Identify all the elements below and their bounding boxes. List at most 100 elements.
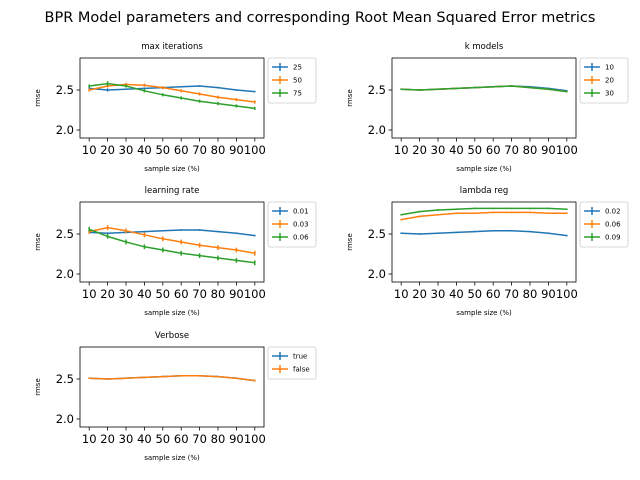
y-axis-label: rmse [346,233,354,251]
legend: 0.01 0.03 0.06 [267,201,317,248]
x-tick-label: 80 [523,287,538,301]
x-tick-label: 80 [211,432,226,446]
x-tick-label: 10 [394,287,409,301]
legend-label: 20 [605,77,614,85]
legend-entry: true [272,352,307,361]
legend-entry: 50 [272,76,302,85]
legend-label: 10 [605,64,614,72]
x-tick-label: 20 [100,432,115,446]
x-tick-label: 20 [100,143,115,157]
series-line [89,226,255,254]
legend: 10 20 30 [579,57,629,104]
x-tick-label: 40 [449,143,464,157]
y-tick-label: 2.0 [56,123,74,137]
plot-frame [79,57,265,139]
x-tick-label: 50 [155,432,170,446]
y-tick-label: 2.0 [56,267,74,281]
x-tick-label: 10 [82,432,97,446]
series-0.06 [400,211,568,221]
x-tick-label: 80 [211,143,226,157]
legend-entry: 0.01 [272,207,309,216]
y-tick-label: 2.5 [56,227,74,241]
legend-label: 0.06 [293,234,309,242]
legend-label: 0.02 [605,208,621,216]
plot-frame [79,201,265,283]
legend-entry: 75 [272,89,302,98]
legend-label: 50 [293,77,302,85]
legend-label: 0.06 [605,221,621,229]
series-line [89,85,255,93]
legend: 25 50 75 [267,57,317,104]
series-line [401,85,567,93]
x-tick-label: 60 [174,287,189,301]
x-tick-label: 10 [82,287,97,301]
x-tick-label: 70 [504,287,519,301]
x-tick-label: 30 [431,143,446,157]
legend-entry: 0.09 [584,233,621,242]
y-tick-label: 2.5 [368,83,386,97]
panel-title: learning rate [145,186,200,196]
x-tick-label: 50 [467,143,482,157]
legend: true false [267,346,317,380]
y-tick-label: 2.0 [368,267,386,281]
x-tick-label: 40 [137,143,152,157]
x-tick-label: 40 [449,287,464,301]
x-tick-label: 20 [100,287,115,301]
x-tick-label: 10 [82,143,97,157]
legend-entry: 0.02 [584,207,621,216]
x-tick-label: 70 [192,432,207,446]
y-axis-label: rmse [34,233,42,251]
x-tick-label: 10 [394,143,409,157]
x-tick-label: 100 [244,143,266,157]
legend-label: 30 [605,90,614,98]
legend-label: 0.01 [293,208,309,216]
subplot-5: Verbose 10 20 30 40 50 60 70 80 90 100 2.0 2.5 sample… [34,331,317,462]
y-tick-label: 2.0 [368,123,386,137]
legend-entry: 0.06 [584,220,621,229]
x-tick-label: 60 [486,143,501,157]
y-tick-label: 2.0 [56,412,74,426]
x-tick-label: 60 [174,143,189,157]
x-tick-label: 60 [486,287,501,301]
panel-title: lambda reg [460,186,509,196]
x-tick-label: 30 [119,287,134,301]
x-tick-label: 30 [119,143,134,157]
legend-entry: false [272,365,310,374]
x-tick-label: 50 [467,287,482,301]
series-line [401,211,567,221]
x-tick-label: 70 [192,287,207,301]
x-tick-label: 30 [431,287,446,301]
x-tick-label: 90 [229,143,244,157]
legend-entry: 10 [584,63,614,72]
legend-label: 75 [293,90,302,98]
x-tick-label: 40 [137,432,152,446]
plot-frame [391,201,577,283]
legend-label: true [293,353,307,361]
legend: 0.02 0.06 0.09 [579,201,629,248]
legend-entry: 25 [272,63,302,72]
plot-frame [391,57,577,139]
panel-title: k models [465,42,504,52]
legend-label: false [293,366,310,374]
series-30 [400,85,568,93]
x-tick-label: 100 [556,287,578,301]
x-tick-label: 80 [211,287,226,301]
x-tick-label: 50 [155,143,170,157]
x-tick-label: 80 [523,143,538,157]
x-tick-label: 90 [541,143,556,157]
x-tick-label: 20 [412,143,427,157]
figure-suptitle: BPR Model parameters and corresponding R… [45,10,596,26]
series-line [401,207,567,216]
series-0.09 [400,207,568,216]
x-axis-label: sample size (%) [144,309,200,317]
x-tick-label: 90 [229,432,244,446]
legend-entry: 20 [584,76,614,85]
panel-title: Verbose [155,331,189,341]
panel-title: max iterations [141,42,203,52]
x-axis-label: sample size (%) [144,454,200,462]
series-false [88,375,256,382]
x-tick-label: 100 [244,432,266,446]
